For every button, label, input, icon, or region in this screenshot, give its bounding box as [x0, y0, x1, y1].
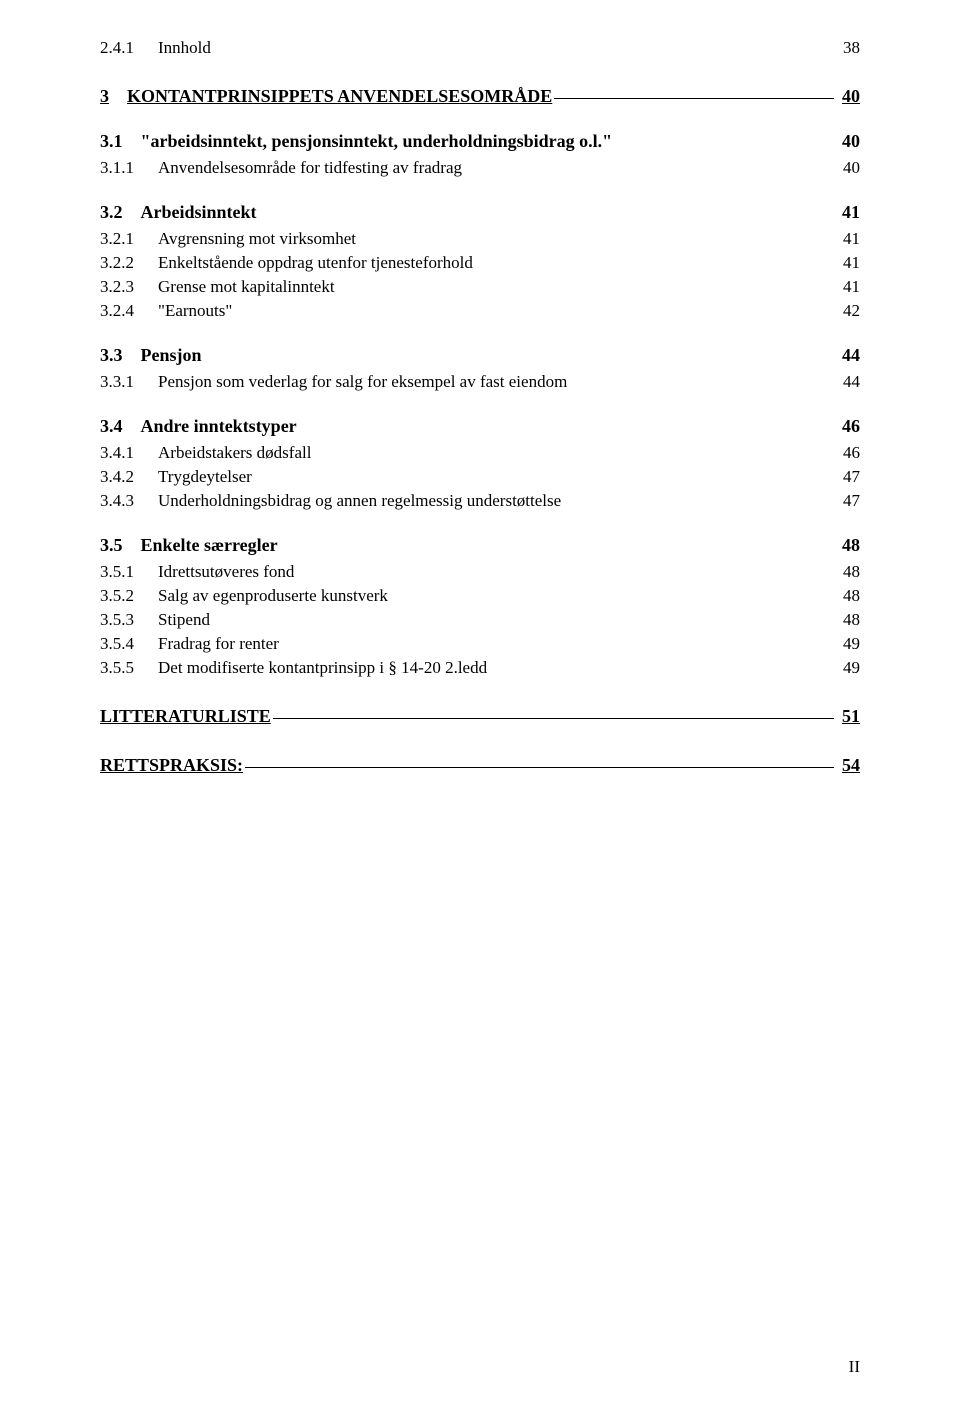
toc-entry-number: 3.4.2 — [100, 467, 158, 487]
toc-entry: 3.1"arbeidsinntekt, pensjonsinntekt, und… — [100, 131, 860, 152]
toc-entry-page: 40 — [837, 158, 860, 178]
toc-entry: 3.5.2Salg av egenproduserte kunstverk 48 — [100, 586, 860, 606]
toc-entry-number: 3.2.2 — [100, 253, 158, 273]
toc-entry: 3.5.5Det modifiserte kontantprinsipp i §… — [100, 658, 860, 678]
toc-entry: 3.2Arbeidsinntekt 41 — [100, 202, 860, 223]
toc-entry-number: 3.5.5 — [100, 658, 158, 678]
toc-entry-page: 49 — [837, 658, 860, 678]
toc-entry-title: Innhold — [158, 38, 211, 58]
toc-entry: 3.4.2Trygdeytelser 47 — [100, 467, 860, 487]
toc-entry-title: Trygdeytelser — [158, 467, 252, 487]
toc-entry-page: 44 — [837, 372, 860, 392]
toc-entry-page: 46 — [836, 416, 860, 437]
toc-entry-fill — [554, 98, 834, 99]
toc-entry-title: Det modifiserte kontantprinsipp i § 14-2… — [158, 658, 487, 678]
toc-entry-page: 51 — [836, 706, 860, 727]
toc-entry-number: 3.2.4 — [100, 301, 158, 321]
toc-entry-page: 42 — [837, 301, 860, 321]
toc-entry-number: 3.2.1 — [100, 229, 158, 249]
toc-entry-page: 40 — [836, 86, 860, 107]
toc-entry-title: Fradrag for renter — [158, 634, 279, 654]
toc-entry-title: Underholdningsbidrag og annen regelmessi… — [158, 491, 561, 511]
toc-entry: 3.4Andre inntektstyper 46 — [100, 416, 860, 437]
toc-entry-number: 3.5.3 — [100, 610, 158, 630]
toc-entry-page: 48 — [837, 610, 860, 630]
toc-entry-page: 41 — [836, 202, 860, 223]
table-of-contents: 2.4.1Innhold 38 3KONTANTPRINSIPPETS ANVEND… — [100, 38, 860, 776]
toc-entry: 3.4.1Arbeidstakers dødsfall 46 — [100, 443, 860, 463]
toc-entry-title: Avgrensning mot virksomhet — [158, 229, 356, 249]
toc-entry-page: 54 — [836, 755, 860, 776]
toc-entry-title: Pensjon — [141, 345, 202, 366]
toc-entry-title: Pensjon som vederlag for salg for eksemp… — [158, 372, 567, 392]
toc-entry-page: 48 — [836, 535, 860, 556]
toc-entry-page: 40 — [836, 131, 860, 152]
toc-entry-title: Arbeidsinntekt — [141, 202, 257, 223]
toc-entry-page: 47 — [837, 467, 860, 487]
toc-entry-title: Andre inntektstyper — [141, 416, 297, 437]
toc-entry-number: 3 — [100, 86, 127, 107]
toc-entry: 3.5.1Idrettsutøveres fond 48 — [100, 562, 860, 582]
toc-entry-title: Salg av egenproduserte kunstverk — [158, 586, 388, 606]
toc-entry-number: 3.5 — [100, 535, 141, 556]
toc-entry-title: Enkelte særregler — [141, 535, 278, 556]
toc-entry-number: 3.4.3 — [100, 491, 158, 511]
toc-entry-page: 44 — [836, 345, 860, 366]
toc-entry: 3KONTANTPRINSIPPETS ANVENDELSESOMRÅDE 40 — [100, 86, 860, 107]
toc-entry-title: Idrettsutøveres fond — [158, 562, 294, 582]
toc-entry: 3.2.3Grense mot kapitalinntekt 41 — [100, 277, 860, 297]
toc-entry-title: Arbeidstakers dødsfall — [158, 443, 311, 463]
toc-entry-number: 3.4.1 — [100, 443, 158, 463]
toc-entry-fill — [245, 767, 834, 768]
toc-entry-page: 49 — [837, 634, 860, 654]
toc-entry-page: 41 — [837, 253, 860, 273]
toc-entry-title: LITTERATURLISTE — [100, 706, 271, 727]
toc-entry-number: 3.5.4 — [100, 634, 158, 654]
toc-entry: 3.3.1Pensjon som vederlag for salg for e… — [100, 372, 860, 392]
toc-entry: 3.2.1Avgrensning mot virksomhet 41 — [100, 229, 860, 249]
toc-entry-number: 3.3.1 — [100, 372, 158, 392]
toc-entry: 3.2.2Enkeltstående oppdrag utenfor tjene… — [100, 253, 860, 273]
toc-entry: 3.3Pensjon 44 — [100, 345, 860, 366]
toc-entry-number: 3.2.3 — [100, 277, 158, 297]
toc-entry-page: 38 — [837, 38, 860, 58]
toc-entry-title: KONTANTPRINSIPPETS ANVENDELSESOMRÅDE — [127, 86, 552, 107]
toc-entry-title: RETTSPRAKSIS: — [100, 755, 243, 776]
toc-entry-title: Grense mot kapitalinntekt — [158, 277, 335, 297]
toc-entry-number: 3.3 — [100, 345, 141, 366]
toc-entry-page: 46 — [837, 443, 860, 463]
toc-entry: RETTSPRAKSIS: 54 — [100, 755, 860, 776]
toc-entry-title: Stipend — [158, 610, 210, 630]
toc-entry: 2.4.1Innhold 38 — [100, 38, 860, 58]
toc-entry-number: 3.5.1 — [100, 562, 158, 582]
toc-entry-title: Enkeltstående oppdrag utenfor tjenestefo… — [158, 253, 473, 273]
toc-entry: 3.2.4"Earnouts" 42 — [100, 301, 860, 321]
toc-entry-page: 41 — [837, 229, 860, 249]
toc-entry: LITTERATURLISTE 51 — [100, 706, 860, 727]
toc-entry: 3.4.3Underholdningsbidrag og annen regel… — [100, 491, 860, 511]
toc-entry-title: "arbeidsinntekt, pensjonsinntekt, underh… — [141, 131, 613, 152]
toc-entry-fill — [273, 718, 834, 719]
page-number: II — [849, 1357, 860, 1377]
toc-entry-number: 3.2 — [100, 202, 141, 223]
toc-entry-number: 2.4.1 — [100, 38, 158, 58]
toc-entry-page: 47 — [837, 491, 860, 511]
toc-entry-number: 3.1.1 — [100, 158, 158, 178]
toc-entry: 3.5.3Stipend 48 — [100, 610, 860, 630]
toc-entry-page: 48 — [837, 562, 860, 582]
toc-entry-number: 3.1 — [100, 131, 141, 152]
toc-entry-number: 3.5.2 — [100, 586, 158, 606]
toc-entry: 3.1.1Anvendelsesområde for tidfesting av… — [100, 158, 860, 178]
toc-entry-number: 3.4 — [100, 416, 141, 437]
toc-entry-page: 41 — [837, 277, 860, 297]
toc-entry-page: 48 — [837, 586, 860, 606]
toc-entry-title: Anvendelsesområde for tidfesting av frad… — [158, 158, 462, 178]
toc-entry: 3.5Enkelte særregler 48 — [100, 535, 860, 556]
toc-entry-title: "Earnouts" — [158, 301, 232, 321]
toc-entry: 3.5.4Fradrag for renter 49 — [100, 634, 860, 654]
